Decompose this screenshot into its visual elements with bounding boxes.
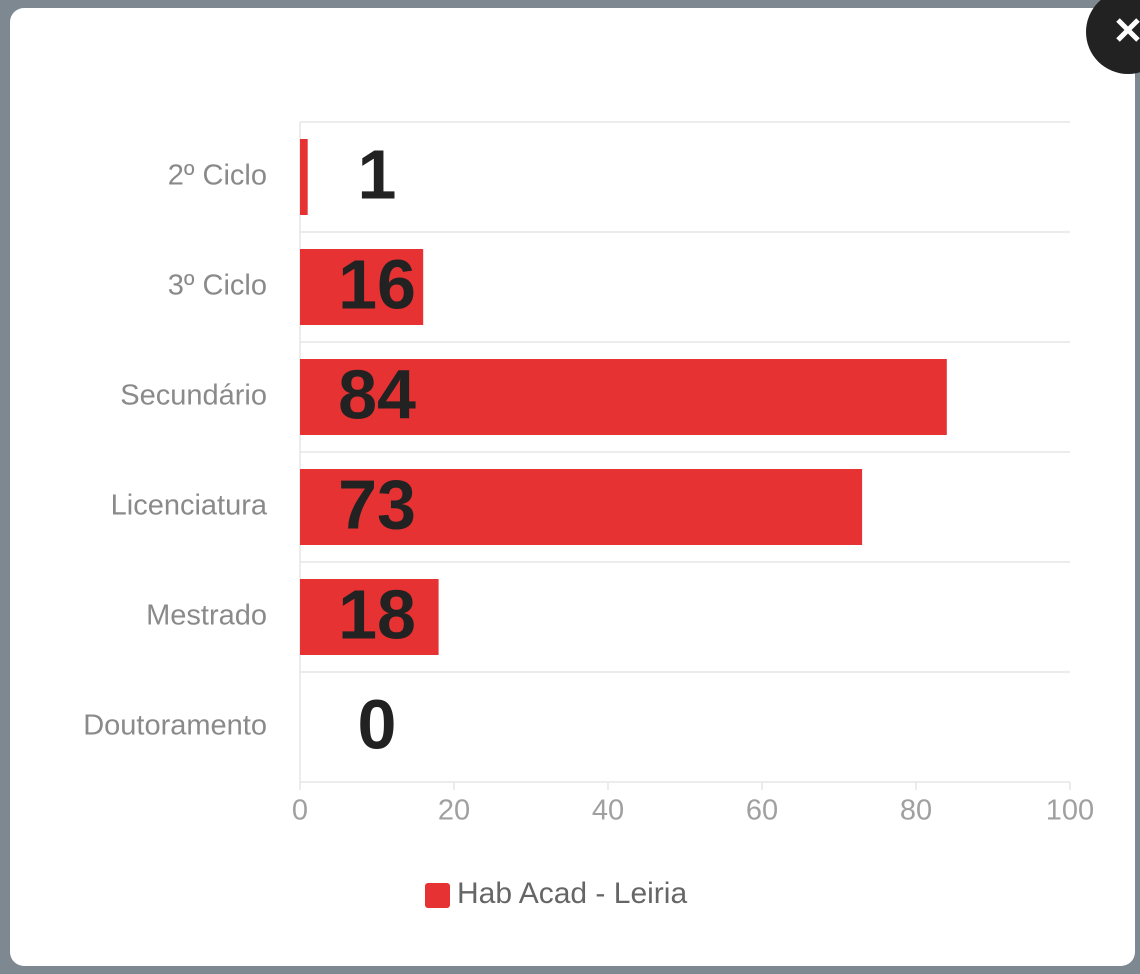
x-tick-label: 0 <box>292 795 308 827</box>
close-icon[interactable] <box>1116 18 1140 42</box>
close-circle[interactable] <box>1086 0 1140 74</box>
data-label: 73 <box>338 465 416 543</box>
legend-swatch <box>425 883 450 908</box>
y-tick-label: 2º Ciclo <box>168 160 267 192</box>
y-tick-label: Doutoramento <box>83 710 267 742</box>
bar <box>300 139 308 215</box>
data-label: 18 <box>338 575 416 653</box>
x-tick-label: 100 <box>1046 795 1094 827</box>
y-tick-label: Mestrado <box>146 600 267 632</box>
bar <box>300 359 947 435</box>
x-tick-label: 20 <box>438 795 470 827</box>
close-button[interactable] <box>1086 0 1140 74</box>
legend-label: Hab Acad - Leiria <box>457 877 687 910</box>
x-tick-label: 60 <box>746 795 778 827</box>
data-label: 16 <box>338 245 416 323</box>
y-tick-label: Licenciatura <box>111 490 268 522</box>
data-label: 84 <box>338 355 416 433</box>
bar <box>300 249 424 325</box>
bar <box>300 469 863 545</box>
data-label: 1 <box>358 135 397 213</box>
y-tick-label: 3º Ciclo <box>168 270 267 302</box>
bar <box>300 579 439 655</box>
x-tick-label: 40 <box>592 795 624 827</box>
data-label: 0 <box>358 685 397 763</box>
y-tick-label: Secundário <box>120 380 267 412</box>
x-tick-label: 80 <box>900 795 932 827</box>
